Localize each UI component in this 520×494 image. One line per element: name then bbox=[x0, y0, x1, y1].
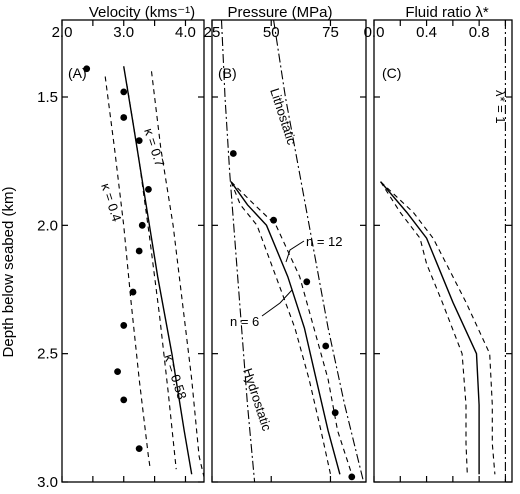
panel-b-series-line-1 bbox=[220, 19, 256, 483]
panel-a-data-point bbox=[120, 322, 128, 329]
panel-a-data-point bbox=[120, 88, 128, 96]
panel-c-xlabel: Fluid ratio λ* bbox=[405, 4, 489, 21]
panel-a-series-line-0 bbox=[123, 66, 193, 475]
panel-b-series-line-3 bbox=[230, 181, 332, 475]
panel-a-x-tick-label: 2.0 bbox=[52, 24, 73, 41]
panel-b-series-line-4 bbox=[230, 181, 353, 475]
panel-b-data-point bbox=[348, 473, 356, 481]
panel-b-series-line-2 bbox=[230, 181, 341, 475]
panel-a-data-point bbox=[135, 137, 143, 145]
panel-a-data-point bbox=[83, 65, 91, 73]
panel-c-letter: (C) bbox=[382, 65, 401, 81]
panel-b-data-point bbox=[322, 342, 330, 350]
panel-a-x-tick-label: 4.0 bbox=[175, 24, 196, 41]
panel-a: Velocity (kms⁻¹) Depth below seabed (km)… bbox=[0, 4, 205, 491]
n12-leader bbox=[285, 240, 305, 263]
panel-b-data-point bbox=[229, 150, 237, 157]
kappa-07-label: κ = 0.7 bbox=[141, 126, 167, 168]
panel-c-x-tick-label: 0.4 bbox=[416, 24, 437, 41]
panel-a-data-point bbox=[135, 445, 143, 453]
panel-c: Fluid ratio λ* (C) λ* = 1 0.0 0.4 0.8 bbox=[364, 4, 513, 483]
panel-c-series-line-2 bbox=[380, 181, 468, 475]
panel-a-data-point bbox=[120, 396, 128, 404]
lambda-one-label: λ* = 1 bbox=[493, 90, 508, 124]
panel-a-data-point bbox=[120, 114, 128, 121]
panel-a-data-point bbox=[129, 288, 137, 296]
panel-c-series-line-3 bbox=[380, 181, 496, 475]
panel-b-data-point bbox=[331, 409, 339, 417]
panel-a-series-line-3 bbox=[126, 84, 177, 470]
panel-a-frame bbox=[61, 19, 205, 483]
panel-b-series-line-0 bbox=[273, 19, 365, 483]
panel-a-xlabel: Velocity (kms⁻¹) bbox=[89, 4, 195, 21]
y-tick-label: 2.5 bbox=[37, 346, 58, 363]
panel-b-data-point bbox=[270, 216, 277, 224]
panel-a-data-point bbox=[114, 368, 121, 376]
y-tick-label: 3.0 bbox=[37, 474, 58, 491]
panel-a-data-point bbox=[135, 247, 143, 255]
panel-a-data-point bbox=[145, 186, 152, 193]
panel-b-letter: (B) bbox=[218, 65, 237, 81]
panel-b-x-tick-label: 50 bbox=[263, 24, 280, 41]
panel-a-series-line-2 bbox=[150, 71, 205, 478]
panel-a-x-tick-label: 3.0 bbox=[113, 24, 134, 41]
y-tick-label: 1.5 bbox=[37, 89, 58, 106]
y-tick-label: 2.0 bbox=[37, 217, 58, 234]
panel-c-frame bbox=[373, 19, 513, 483]
n6-label: n = 6 bbox=[230, 314, 259, 329]
n12-label: n = 12 bbox=[306, 234, 343, 249]
panel-b-xlabel: Pressure (MPa) bbox=[227, 4, 332, 21]
lithostatic-label: Lithostatic bbox=[267, 86, 300, 147]
panel-c-series-line-1 bbox=[380, 181, 480, 475]
panel-b-x-tick-label: 75 bbox=[322, 24, 339, 41]
panel-c-x-tick-label: 0.8 bbox=[469, 24, 490, 41]
panel-b-data-point bbox=[303, 278, 311, 286]
panel-b-frame bbox=[211, 19, 367, 483]
panel-a-series-line-1 bbox=[104, 76, 151, 470]
n6-leader bbox=[261, 289, 293, 317]
panel-a-data-point bbox=[138, 221, 146, 229]
panel-b-x-tick-label: 25 bbox=[204, 24, 221, 41]
panel-c-x-tick-label: 0.0 bbox=[364, 24, 385, 41]
panel-a-letter: (A) bbox=[68, 65, 87, 81]
panel-b: Pressure (MPa) (B) Lithostatic Hydrostat… bbox=[204, 4, 367, 483]
y-axis-label: Depth below seabed (km) bbox=[0, 187, 17, 358]
